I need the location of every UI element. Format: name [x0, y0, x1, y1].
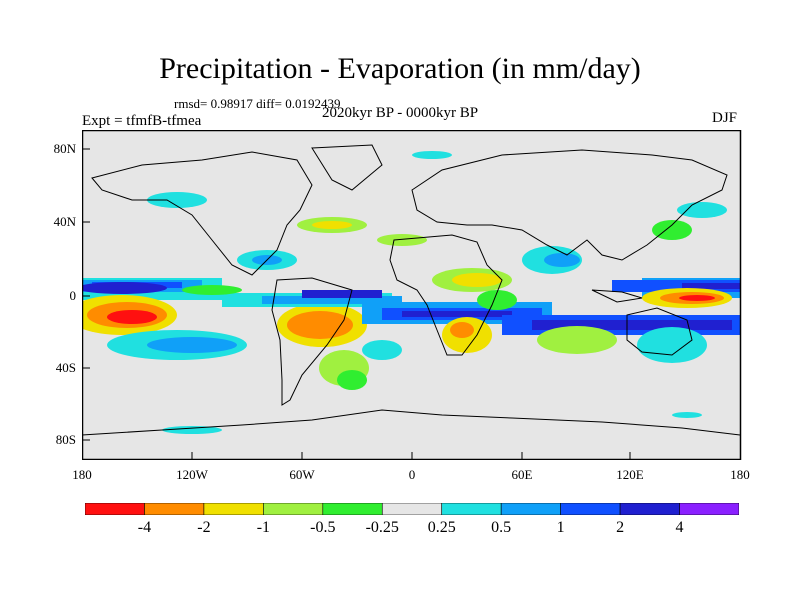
colorbar-label: 1 [556, 519, 565, 536]
antarctica-outline [82, 409, 741, 436]
greenland-outline [311, 144, 383, 191]
lon-tick-180e: 180 [730, 467, 750, 482]
colorbar-swatch [85, 503, 145, 515]
lat-tick-80n: 80N [53, 141, 76, 156]
colorbar-swatch [441, 503, 502, 515]
period-label: 2020kyr BP - 0000kyr BP [322, 105, 479, 121]
south-america-anomaly [222, 290, 402, 390]
south-america-outline [271, 277, 353, 406]
coastlines [82, 144, 741, 436]
colorbar-label: -1 [256, 519, 271, 536]
colorbar-swatch [322, 503, 383, 515]
colorbar-swatch [679, 503, 739, 515]
lat-tick-40s: 40S [55, 360, 76, 375]
eurasia-outline [411, 149, 728, 261]
south-pacific-anomaly [82, 282, 247, 360]
colorbar-swatch [619, 503, 680, 515]
colorbar-label: -4 [137, 519, 152, 536]
indian-ocean-anomaly [502, 246, 740, 363]
west-pacific-anomaly [642, 202, 732, 308]
tick-marks [82, 148, 631, 460]
colorbar-swatch [500, 503, 561, 515]
lon-tick-60e: 60E [511, 467, 533, 482]
colorbar-label: -2 [197, 519, 211, 536]
plot-title: Precipitation - Evaporation (in mm/day) [159, 52, 641, 85]
lon-tick-120e: 120E [616, 467, 644, 482]
colorbar-label: -0.25 [365, 519, 399, 536]
colorbar-label: 0.25 [427, 519, 456, 536]
lon-tick-120w: 120W [176, 467, 208, 482]
lat-tick-40n: 40N [53, 214, 76, 229]
africa-outline [389, 234, 503, 356]
colorbar-label: 0.5 [491, 519, 512, 536]
colorbar-swatch [560, 503, 621, 515]
colorbar-swatch [381, 503, 443, 515]
colorbar-label: 2 [616, 519, 625, 536]
stats-text: rmsd= 0.98917 diff= 0.0192439 [174, 96, 341, 111]
northern-midlatitude-anomaly [147, 151, 452, 295]
colorbar [85, 503, 739, 515]
lat-tick-80s: 80S [55, 432, 76, 447]
australia-outline [626, 307, 693, 356]
colorbar-swatch [203, 503, 264, 515]
colorbar-label: -0.5 [310, 519, 336, 536]
north-america-outline [91, 151, 313, 276]
world-map-plot [82, 130, 742, 460]
experiment-label: Expt = tfmfB-tfmea [82, 113, 202, 129]
lat-tick-0: 0 [69, 288, 77, 303]
lon-tick-0: 0 [408, 467, 416, 482]
colorbar-label: 4 [675, 519, 684, 536]
season-label: DJF [712, 110, 738, 126]
colorbar-swatch [144, 503, 205, 515]
colorbar-swatch [263, 503, 324, 515]
lon-tick-60w: 60W [289, 467, 315, 482]
lon-tick-180w: 180 [72, 467, 92, 482]
maritime-continent-outline [591, 289, 643, 303]
africa-anomaly [432, 268, 517, 353]
southern-ocean-anomaly [162, 340, 702, 434]
